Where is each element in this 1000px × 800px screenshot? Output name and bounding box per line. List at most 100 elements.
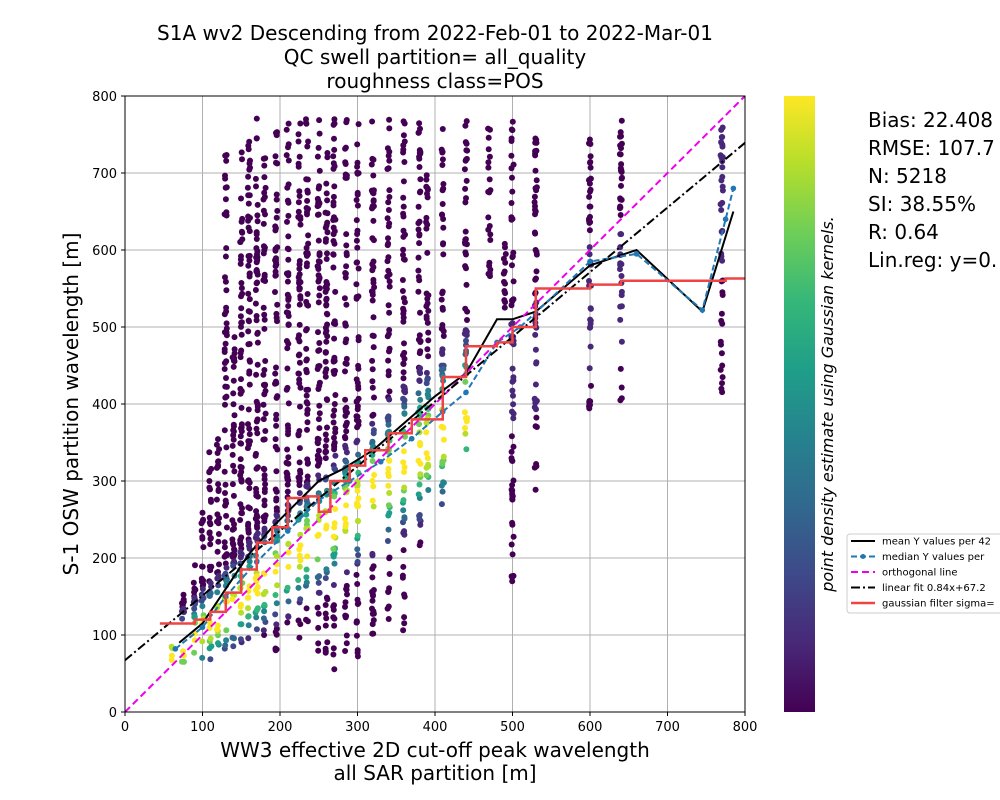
scatter-point bbox=[223, 375, 229, 381]
scatter-point bbox=[305, 302, 312, 309]
scatter-point bbox=[315, 447, 322, 454]
scatter-point bbox=[323, 296, 330, 303]
scatter-point bbox=[532, 230, 539, 237]
scatter-point bbox=[223, 287, 230, 294]
scatter-point bbox=[417, 339, 424, 345]
scatter-point bbox=[273, 625, 280, 632]
scatter-point bbox=[399, 288, 406, 294]
scatter-point bbox=[508, 573, 515, 580]
scatter-point bbox=[296, 261, 303, 268]
scatter-point bbox=[272, 272, 279, 279]
scatter-point bbox=[440, 453, 447, 460]
scatter-point bbox=[616, 205, 623, 212]
scatter-point bbox=[440, 328, 447, 335]
scatter-point bbox=[354, 581, 361, 587]
scatter-point bbox=[296, 321, 303, 328]
scatter-point bbox=[222, 481, 229, 488]
scatter-point bbox=[198, 597, 205, 604]
scatter-point bbox=[296, 359, 303, 366]
scatter-point bbox=[221, 366, 228, 372]
scatter-point bbox=[208, 498, 214, 505]
scatter-point bbox=[303, 263, 310, 270]
median-marker bbox=[408, 435, 415, 442]
scatter-point bbox=[439, 126, 446, 132]
scatter-point bbox=[486, 176, 493, 183]
scatter-point bbox=[272, 153, 279, 160]
scatter-point bbox=[400, 142, 407, 149]
scatter-point bbox=[230, 462, 237, 469]
scatter-point bbox=[262, 184, 269, 191]
scatter-point bbox=[509, 174, 515, 181]
scatter-point bbox=[322, 610, 329, 617]
scatter-point bbox=[416, 378, 423, 384]
scatter-point bbox=[510, 392, 516, 399]
scatter-point bbox=[297, 295, 304, 302]
scatter-point bbox=[400, 318, 407, 325]
scatter-point bbox=[238, 305, 245, 312]
scatter-point bbox=[191, 649, 198, 656]
scatter-point bbox=[423, 303, 430, 310]
scatter-point bbox=[272, 436, 279, 443]
scatter-point bbox=[262, 155, 269, 162]
scatter-point bbox=[719, 380, 725, 387]
scatter-point bbox=[246, 273, 253, 280]
scatter-point bbox=[261, 476, 268, 483]
scatter-point bbox=[386, 554, 393, 561]
scatter-point bbox=[385, 207, 392, 213]
scatter-point bbox=[354, 483, 361, 490]
stat-rmse: RMSE: 107.7 bbox=[868, 136, 995, 160]
scatter-point bbox=[354, 202, 361, 209]
scatter-point bbox=[207, 486, 213, 493]
scatter-point bbox=[587, 305, 594, 312]
scatter-point bbox=[223, 637, 230, 644]
scatter-point bbox=[587, 343, 594, 350]
scatter-point bbox=[323, 615, 330, 622]
scatter-point bbox=[501, 304, 508, 311]
scatter-point bbox=[246, 431, 253, 438]
scatter-point bbox=[386, 283, 393, 290]
scatter-point bbox=[487, 126, 493, 133]
scatter-point bbox=[199, 654, 206, 661]
scatter-point bbox=[462, 122, 469, 129]
median-marker bbox=[633, 251, 640, 257]
scatter-point bbox=[238, 293, 244, 300]
scatter-point bbox=[618, 231, 625, 238]
scatter-point bbox=[354, 647, 361, 654]
scatter-point bbox=[245, 290, 252, 297]
scatter-point bbox=[273, 191, 280, 198]
scatter-point bbox=[284, 584, 291, 591]
scatter-point bbox=[331, 560, 338, 567]
scatter-point bbox=[415, 457, 422, 464]
scatter-point bbox=[223, 552, 230, 559]
scatter-point bbox=[386, 457, 393, 464]
scatter-point bbox=[385, 465, 392, 472]
scatter-point bbox=[330, 153, 337, 160]
scatter-point bbox=[354, 517, 361, 524]
scatter-point bbox=[533, 414, 540, 421]
scatter-point bbox=[331, 116, 338, 123]
scatter-point bbox=[342, 368, 348, 375]
scatter-point bbox=[464, 147, 471, 154]
scatter-point bbox=[533, 187, 540, 194]
scatter-point bbox=[509, 551, 516, 558]
scatter-point bbox=[274, 160, 281, 167]
scatter-point bbox=[343, 242, 350, 249]
scatter-point bbox=[199, 586, 206, 592]
scatter-point bbox=[343, 569, 350, 576]
scatter-point bbox=[386, 571, 393, 577]
scatter-point bbox=[223, 444, 230, 451]
scatter-point bbox=[207, 567, 214, 574]
scatter-point bbox=[440, 216, 447, 222]
scatter-point bbox=[296, 482, 303, 489]
scatter-point bbox=[261, 162, 268, 169]
scatter-point bbox=[324, 150, 331, 156]
scatter-point bbox=[324, 229, 331, 236]
scatter-point bbox=[223, 564, 230, 571]
scatter-point bbox=[509, 482, 516, 488]
scatter-point bbox=[353, 217, 360, 224]
scatter-point bbox=[296, 490, 303, 497]
legend-label: gaussian filter sigma= bbox=[882, 599, 995, 610]
scatter-point bbox=[285, 454, 292, 461]
scatter-point bbox=[370, 617, 377, 624]
scatter-point bbox=[385, 603, 392, 610]
